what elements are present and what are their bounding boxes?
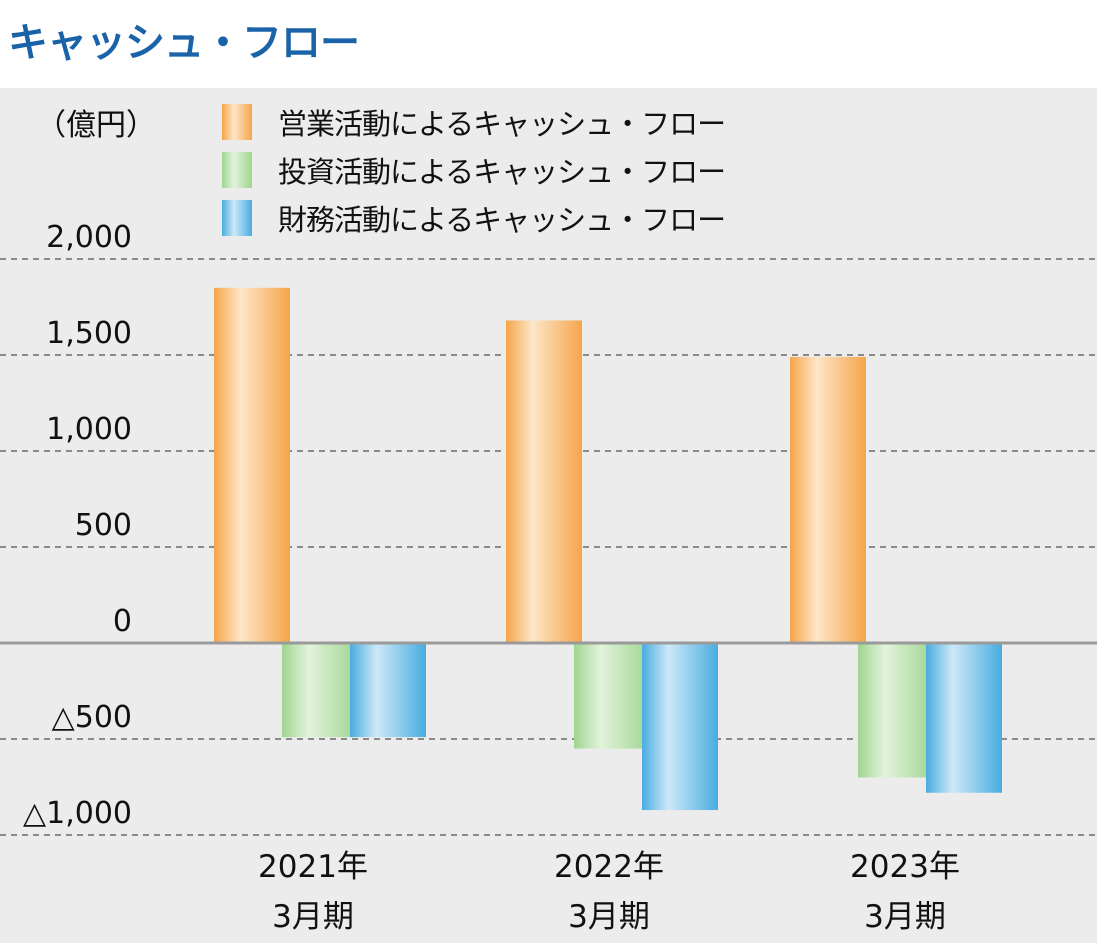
legend-item-operating: 営業活動によるキャッシュ・フロー — [222, 98, 726, 146]
y-tick-label: 1,000 — [46, 412, 132, 447]
bar-operating — [214, 287, 290, 643]
legend-item-financing: 財務活動によるキャッシュ・フロー — [222, 194, 726, 242]
legend-label-investing: 投資活動によるキャッシュ・フロー — [278, 155, 726, 189]
x-tick-label: 2021年 — [258, 849, 368, 885]
x-tick-label: 3月期 — [864, 899, 946, 935]
x-tick-label: 3月期 — [568, 899, 650, 935]
bar-financing — [642, 643, 718, 811]
bar-financing — [350, 643, 426, 738]
bar-operating — [506, 320, 582, 643]
legend-item-investing: 投資活動によるキャッシュ・フロー — [222, 146, 726, 194]
chart-title: キャッシュ・フロー — [8, 20, 360, 66]
x-tick-label: 3月期 — [272, 899, 354, 935]
legend: 営業活動によるキャッシュ・フロー 投資活動によるキャッシュ・フロー 財務活動によ… — [222, 98, 726, 242]
bar-investing — [858, 643, 934, 778]
bar-operating — [790, 356, 866, 643]
x-tick-label: 2023年 — [850, 849, 960, 885]
unit-label: （億円） — [36, 108, 156, 143]
bar-financing — [926, 643, 1002, 793]
legend-label-financing: 財務活動によるキャッシュ・フロー — [278, 203, 726, 237]
legend-swatch-operating — [222, 104, 252, 140]
x-tick-label: 2022年 — [554, 849, 664, 885]
legend-label-operating: 営業活動によるキャッシュ・フロー — [278, 107, 726, 141]
y-tick-label: 1,500 — [46, 316, 132, 351]
y-tick-label: △1,000 — [23, 796, 132, 831]
bar-investing — [574, 643, 650, 749]
legend-swatch-investing — [222, 152, 252, 188]
y-tick-label: 0 — [113, 604, 132, 639]
legend-swatch-financing — [222, 200, 252, 236]
y-tick-label: 500 — [75, 508, 132, 543]
y-tick-label: △500 — [52, 700, 132, 735]
bar-investing — [282, 643, 358, 738]
y-tick-label: 2,000 — [46, 220, 132, 255]
